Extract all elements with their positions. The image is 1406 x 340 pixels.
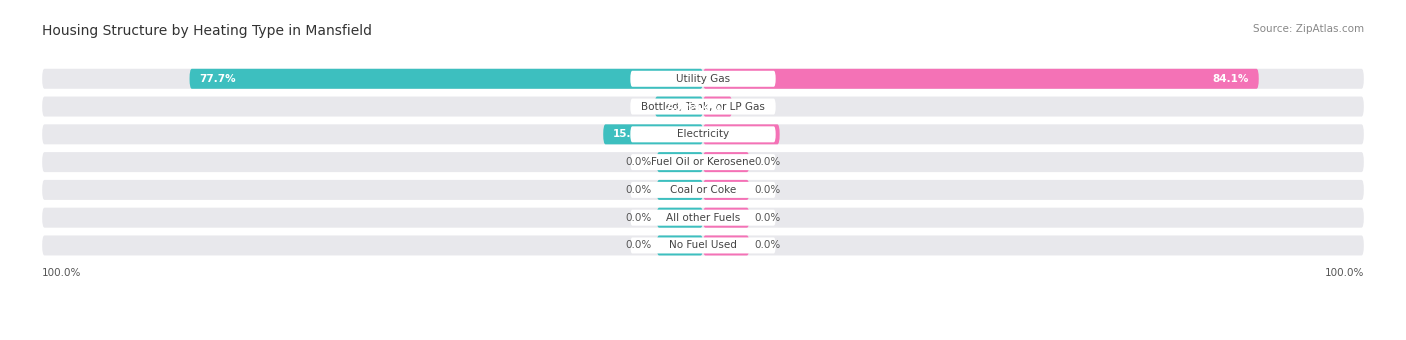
FancyBboxPatch shape	[42, 208, 1364, 228]
FancyBboxPatch shape	[630, 99, 776, 115]
FancyBboxPatch shape	[657, 236, 703, 255]
FancyBboxPatch shape	[42, 97, 1364, 117]
Text: 0.0%: 0.0%	[755, 213, 780, 223]
Text: Housing Structure by Heating Type in Mansfield: Housing Structure by Heating Type in Man…	[42, 24, 373, 38]
FancyBboxPatch shape	[630, 126, 776, 142]
FancyBboxPatch shape	[603, 124, 703, 144]
Text: Utility Gas: Utility Gas	[676, 74, 730, 84]
Text: 0.0%: 0.0%	[626, 157, 651, 167]
FancyBboxPatch shape	[42, 152, 1364, 172]
FancyBboxPatch shape	[703, 208, 749, 228]
Text: 100.0%: 100.0%	[1324, 268, 1364, 278]
Text: 0.0%: 0.0%	[755, 157, 780, 167]
FancyBboxPatch shape	[703, 97, 733, 117]
Text: 0.0%: 0.0%	[626, 185, 651, 195]
Text: Source: ZipAtlas.com: Source: ZipAtlas.com	[1253, 24, 1364, 34]
FancyBboxPatch shape	[703, 124, 780, 144]
FancyBboxPatch shape	[657, 208, 703, 228]
Text: Fuel Oil or Kerosene: Fuel Oil or Kerosene	[651, 157, 755, 167]
Text: Coal or Coke: Coal or Coke	[669, 185, 737, 195]
Text: No Fuel Used: No Fuel Used	[669, 240, 737, 251]
FancyBboxPatch shape	[703, 69, 1258, 89]
Text: Electricity: Electricity	[676, 129, 730, 139]
Text: 7.3%: 7.3%	[665, 102, 693, 112]
FancyBboxPatch shape	[657, 180, 703, 200]
FancyBboxPatch shape	[42, 180, 1364, 200]
Text: 11.6%: 11.6%	[734, 129, 769, 139]
FancyBboxPatch shape	[703, 152, 749, 172]
Text: All other Fuels: All other Fuels	[666, 213, 740, 223]
FancyBboxPatch shape	[630, 237, 776, 253]
FancyBboxPatch shape	[630, 154, 776, 170]
FancyBboxPatch shape	[42, 236, 1364, 255]
Text: 84.1%: 84.1%	[1212, 74, 1249, 84]
Text: 77.7%: 77.7%	[200, 74, 236, 84]
FancyBboxPatch shape	[190, 69, 703, 89]
Text: 0.0%: 0.0%	[755, 240, 780, 251]
Text: 0.0%: 0.0%	[626, 213, 651, 223]
FancyBboxPatch shape	[655, 97, 703, 117]
Text: 4.4%: 4.4%	[693, 102, 723, 112]
FancyBboxPatch shape	[42, 69, 1364, 89]
Text: 15.1%: 15.1%	[613, 129, 650, 139]
Text: 0.0%: 0.0%	[755, 185, 780, 195]
FancyBboxPatch shape	[703, 236, 749, 255]
FancyBboxPatch shape	[630, 71, 776, 87]
FancyBboxPatch shape	[630, 210, 776, 226]
FancyBboxPatch shape	[703, 180, 749, 200]
Text: 100.0%: 100.0%	[42, 268, 82, 278]
Text: 0.0%: 0.0%	[626, 240, 651, 251]
Text: Bottled, Tank, or LP Gas: Bottled, Tank, or LP Gas	[641, 102, 765, 112]
FancyBboxPatch shape	[42, 124, 1364, 144]
FancyBboxPatch shape	[630, 182, 776, 198]
FancyBboxPatch shape	[657, 152, 703, 172]
